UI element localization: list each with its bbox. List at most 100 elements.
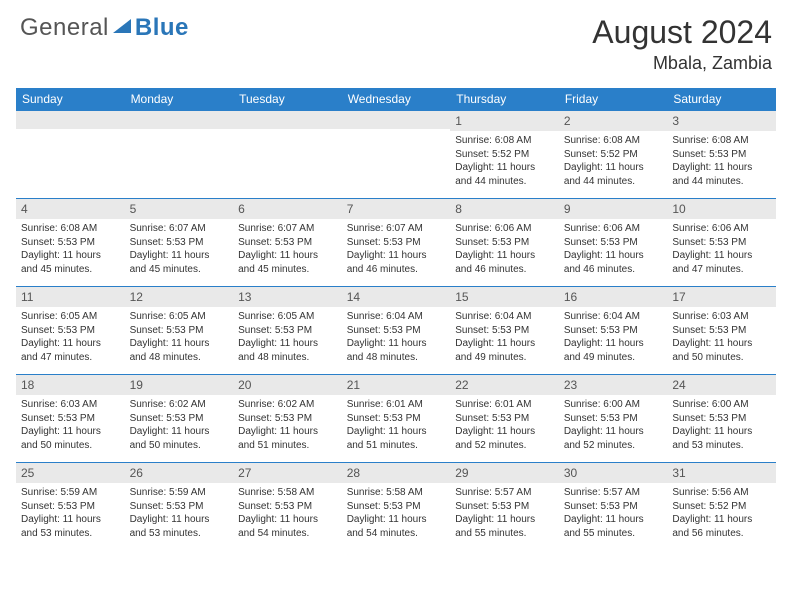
day-cell-1: 1Sunrise: 6:08 AMSunset: 5:52 PMDaylight… <box>450 111 559 199</box>
day-sun-info: Sunrise: 6:00 AMSunset: 5:53 PMDaylight:… <box>559 395 668 454</box>
day-number-empty <box>233 111 342 129</box>
day-sun-info: Sunrise: 5:59 AMSunset: 5:53 PMDaylight:… <box>125 483 234 542</box>
month-title: August 2024 <box>592 14 772 51</box>
day-cell-20: 20Sunrise: 6:02 AMSunset: 5:53 PMDayligh… <box>233 375 342 463</box>
day-cell-27: 27Sunrise: 5:58 AMSunset: 5:53 PMDayligh… <box>233 463 342 551</box>
day-sun-info: Sunrise: 6:03 AMSunset: 5:53 PMDaylight:… <box>16 395 125 454</box>
day-of-week-wednesday: Wednesday <box>342 88 451 111</box>
day-sun-info: Sunrise: 6:07 AMSunset: 5:53 PMDaylight:… <box>342 219 451 278</box>
day-sun-info: Sunrise: 6:07 AMSunset: 5:53 PMDaylight:… <box>125 219 234 278</box>
day-of-week-saturday: Saturday <box>667 88 776 111</box>
day-number: 23 <box>559 375 668 395</box>
day-cell-10: 10Sunrise: 6:06 AMSunset: 5:53 PMDayligh… <box>667 199 776 287</box>
day-sun-info: Sunrise: 6:02 AMSunset: 5:53 PMDaylight:… <box>125 395 234 454</box>
day-cell-17: 17Sunrise: 6:03 AMSunset: 5:53 PMDayligh… <box>667 287 776 375</box>
day-number: 25 <box>16 463 125 483</box>
day-sun-info: Sunrise: 6:07 AMSunset: 5:53 PMDaylight:… <box>233 219 342 278</box>
logo-triangle-icon <box>111 15 133 42</box>
day-sun-info: Sunrise: 6:04 AMSunset: 5:53 PMDaylight:… <box>559 307 668 366</box>
day-cell-8: 8Sunrise: 6:06 AMSunset: 5:53 PMDaylight… <box>450 199 559 287</box>
day-cell-empty <box>125 111 234 199</box>
day-sun-info: Sunrise: 5:58 AMSunset: 5:53 PMDaylight:… <box>342 483 451 542</box>
day-cell-24: 24Sunrise: 6:00 AMSunset: 5:53 PMDayligh… <box>667 375 776 463</box>
day-sun-info: Sunrise: 6:08 AMSunset: 5:53 PMDaylight:… <box>667 131 776 190</box>
day-sun-info: Sunrise: 6:08 AMSunset: 5:52 PMDaylight:… <box>450 131 559 190</box>
day-cell-6: 6Sunrise: 6:07 AMSunset: 5:53 PMDaylight… <box>233 199 342 287</box>
day-sun-info: Sunrise: 6:00 AMSunset: 5:53 PMDaylight:… <box>667 395 776 454</box>
location-label: Mbala, Zambia <box>592 53 772 74</box>
day-sun-info: Sunrise: 6:08 AMSunset: 5:52 PMDaylight:… <box>559 131 668 190</box>
day-cell-25: 25Sunrise: 5:59 AMSunset: 5:53 PMDayligh… <box>16 463 125 551</box>
day-cell-16: 16Sunrise: 6:04 AMSunset: 5:53 PMDayligh… <box>559 287 668 375</box>
day-sun-info: Sunrise: 6:01 AMSunset: 5:53 PMDaylight:… <box>450 395 559 454</box>
logo-text-blue: Blue <box>135 14 189 42</box>
day-number: 13 <box>233 287 342 307</box>
day-cell-29: 29Sunrise: 5:57 AMSunset: 5:53 PMDayligh… <box>450 463 559 551</box>
calendar-week-row: 11Sunrise: 6:05 AMSunset: 5:53 PMDayligh… <box>16 287 776 375</box>
day-number: 17 <box>667 287 776 307</box>
day-number: 24 <box>667 375 776 395</box>
day-cell-22: 22Sunrise: 6:01 AMSunset: 5:53 PMDayligh… <box>450 375 559 463</box>
day-cell-3: 3Sunrise: 6:08 AMSunset: 5:53 PMDaylight… <box>667 111 776 199</box>
day-sun-info: Sunrise: 6:01 AMSunset: 5:53 PMDaylight:… <box>342 395 451 454</box>
day-number: 28 <box>342 463 451 483</box>
day-cell-9: 9Sunrise: 6:06 AMSunset: 5:53 PMDaylight… <box>559 199 668 287</box>
day-number: 19 <box>125 375 234 395</box>
day-sun-info: Sunrise: 6:04 AMSunset: 5:53 PMDaylight:… <box>342 307 451 366</box>
day-number-empty <box>342 111 451 129</box>
day-sun-info: Sunrise: 6:03 AMSunset: 5:53 PMDaylight:… <box>667 307 776 366</box>
day-number: 5 <box>125 199 234 219</box>
day-sun-info: Sunrise: 6:06 AMSunset: 5:53 PMDaylight:… <box>559 219 668 278</box>
calendar-week-row: 25Sunrise: 5:59 AMSunset: 5:53 PMDayligh… <box>16 463 776 551</box>
day-sun-info: Sunrise: 6:02 AMSunset: 5:53 PMDaylight:… <box>233 395 342 454</box>
day-number: 14 <box>342 287 451 307</box>
day-cell-2: 2Sunrise: 6:08 AMSunset: 5:52 PMDaylight… <box>559 111 668 199</box>
day-number: 22 <box>450 375 559 395</box>
day-cell-4: 4Sunrise: 6:08 AMSunset: 5:53 PMDaylight… <box>16 199 125 287</box>
day-number: 20 <box>233 375 342 395</box>
day-cell-28: 28Sunrise: 5:58 AMSunset: 5:53 PMDayligh… <box>342 463 451 551</box>
day-cell-empty <box>342 111 451 199</box>
day-sun-info: Sunrise: 5:57 AMSunset: 5:53 PMDaylight:… <box>559 483 668 542</box>
day-number: 11 <box>16 287 125 307</box>
day-number: 26 <box>125 463 234 483</box>
day-cell-13: 13Sunrise: 6:05 AMSunset: 5:53 PMDayligh… <box>233 287 342 375</box>
day-number: 15 <box>450 287 559 307</box>
day-number: 30 <box>559 463 668 483</box>
day-number: 10 <box>667 199 776 219</box>
header: General Blue August 2024 Mbala, Zambia <box>0 0 792 80</box>
day-cell-15: 15Sunrise: 6:04 AMSunset: 5:53 PMDayligh… <box>450 287 559 375</box>
day-sun-info: Sunrise: 5:58 AMSunset: 5:53 PMDaylight:… <box>233 483 342 542</box>
calendar-week-row: 4Sunrise: 6:08 AMSunset: 5:53 PMDaylight… <box>16 199 776 287</box>
day-number-empty <box>16 111 125 129</box>
day-sun-info: Sunrise: 6:06 AMSunset: 5:53 PMDaylight:… <box>450 219 559 278</box>
day-sun-info: Sunrise: 6:05 AMSunset: 5:53 PMDaylight:… <box>16 307 125 366</box>
day-sun-info: Sunrise: 6:06 AMSunset: 5:53 PMDaylight:… <box>667 219 776 278</box>
calendar-week-row: 18Sunrise: 6:03 AMSunset: 5:53 PMDayligh… <box>16 375 776 463</box>
day-number: 4 <box>16 199 125 219</box>
day-number: 29 <box>450 463 559 483</box>
day-sun-info: Sunrise: 6:04 AMSunset: 5:53 PMDaylight:… <box>450 307 559 366</box>
day-sun-info: Sunrise: 6:05 AMSunset: 5:53 PMDaylight:… <box>125 307 234 366</box>
day-number: 3 <box>667 111 776 131</box>
calendar-table: SundayMondayTuesdayWednesdayThursdayFrid… <box>16 88 776 551</box>
day-number: 2 <box>559 111 668 131</box>
day-number: 8 <box>450 199 559 219</box>
day-sun-info: Sunrise: 6:05 AMSunset: 5:53 PMDaylight:… <box>233 307 342 366</box>
day-number: 12 <box>125 287 234 307</box>
day-sun-info: Sunrise: 5:59 AMSunset: 5:53 PMDaylight:… <box>16 483 125 542</box>
day-number: 21 <box>342 375 451 395</box>
day-number: 27 <box>233 463 342 483</box>
logo-text-general: General <box>20 14 109 42</box>
logo: General Blue <box>20 14 189 42</box>
calendar-week-row: 1Sunrise: 6:08 AMSunset: 5:52 PMDaylight… <box>16 111 776 199</box>
day-sun-info: Sunrise: 5:56 AMSunset: 5:52 PMDaylight:… <box>667 483 776 542</box>
day-cell-18: 18Sunrise: 6:03 AMSunset: 5:53 PMDayligh… <box>16 375 125 463</box>
day-sun-info: Sunrise: 6:08 AMSunset: 5:53 PMDaylight:… <box>16 219 125 278</box>
day-of-week-sunday: Sunday <box>16 88 125 111</box>
day-of-week-tuesday: Tuesday <box>233 88 342 111</box>
day-number: 16 <box>559 287 668 307</box>
day-cell-23: 23Sunrise: 6:00 AMSunset: 5:53 PMDayligh… <box>559 375 668 463</box>
day-cell-19: 19Sunrise: 6:02 AMSunset: 5:53 PMDayligh… <box>125 375 234 463</box>
day-of-week-thursday: Thursday <box>450 88 559 111</box>
